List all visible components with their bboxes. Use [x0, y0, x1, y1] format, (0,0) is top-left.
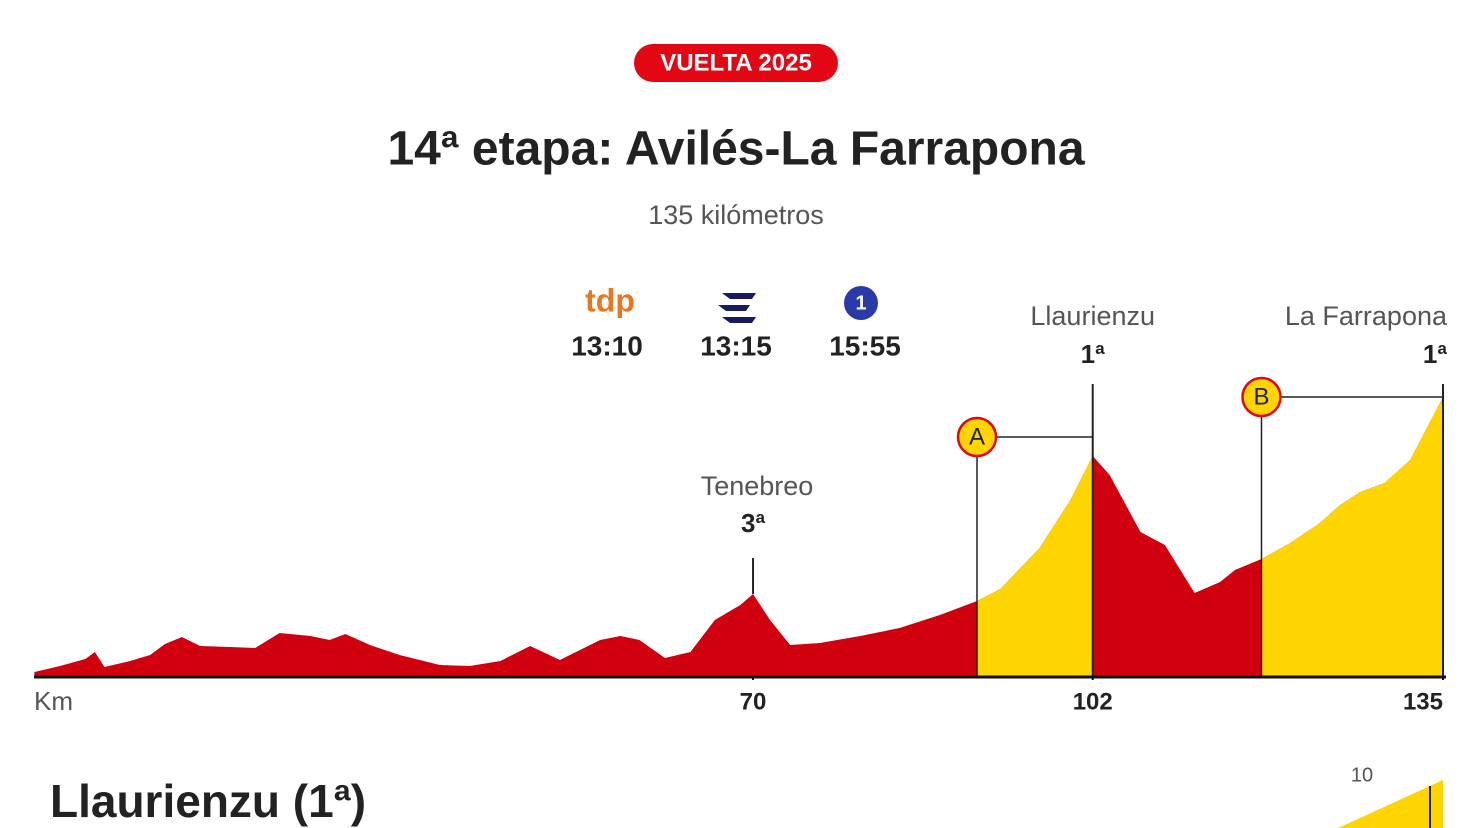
gradient-preview: [1338, 780, 1443, 828]
broadcast-time: 15:55: [829, 330, 901, 361]
climb-name: La Farrapona: [1285, 301, 1448, 331]
climb-area: [977, 456, 1093, 676]
la1-logo: [844, 286, 878, 320]
climb-area: [1261, 397, 1443, 676]
gradient-tick: 10: [1351, 764, 1373, 786]
broadcast-time: 13:15: [700, 330, 772, 361]
badge-text: VUELTA 2025: [660, 49, 812, 76]
tdp-logo: tdp: [585, 282, 635, 318]
title: 14ª etapa: Avilés-La Farrapona: [387, 123, 1084, 176]
climb-marker: [956, 416, 998, 458]
climb-name: Tenebreo: [701, 471, 814, 501]
subtitle: 135 kilómetros: [648, 200, 824, 230]
la1-logo-text: 1: [855, 292, 866, 314]
x-tick-label: 135: [1403, 688, 1443, 715]
climb-marker-label: B: [1253, 383, 1269, 410]
broadcast-time: 13:10: [571, 330, 643, 361]
climb-marker-label: A: [969, 423, 985, 450]
climb-marker: [1241, 376, 1282, 418]
x-tick-label: 70: [740, 688, 767, 715]
profile-area: [34, 397, 1444, 676]
climb-name: Llaurienzu: [1030, 301, 1155, 331]
section-title: Llaurienzu (1ª): [50, 775, 366, 827]
climb-category: 3ª: [741, 508, 765, 538]
x-tick-label: 102: [1073, 688, 1113, 715]
climb-category: 1ª: [1081, 339, 1105, 369]
x-axis-label: Km: [34, 686, 73, 716]
badge: [634, 44, 838, 82]
eurosport-logo: [718, 293, 756, 323]
climb-category: 1ª: [1423, 339, 1447, 369]
